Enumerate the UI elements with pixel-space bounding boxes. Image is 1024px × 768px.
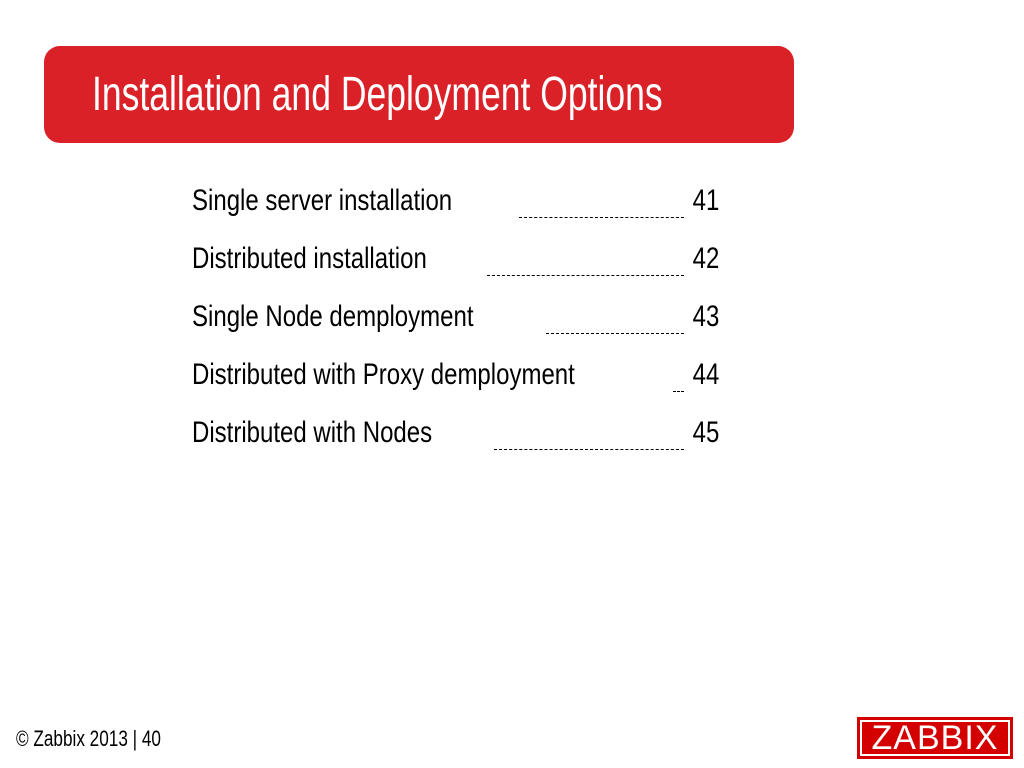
toc-entry-label: Distributed with Nodes xyxy=(192,416,433,449)
table-of-contents: Single server installation 41 Distribute… xyxy=(192,166,719,456)
logo-border xyxy=(860,720,1010,756)
toc-leader-dots xyxy=(487,274,684,276)
toc-leader-dots xyxy=(672,390,684,392)
title-banner: Installation and Deployment Options xyxy=(44,46,794,143)
toc-leader-dots xyxy=(545,332,684,334)
toc-page-number: 44 xyxy=(692,358,719,391)
toc-entry-label: Distributed with Proxy demployment xyxy=(192,358,575,391)
toc-page-number: 41 xyxy=(692,184,719,217)
toc-page-number: 42 xyxy=(692,242,719,275)
toc-entry[interactable]: Distributed with Nodes 45 xyxy=(192,398,719,456)
logo-text: ZABBIX xyxy=(871,719,999,757)
toc-entry-label: Single server installation xyxy=(192,184,453,217)
zabbix-logo: ZABBIX xyxy=(857,717,1013,759)
footer-copyright: © Zabbix 2013 | 40 xyxy=(16,726,161,751)
toc-entry-label: Distributed installation xyxy=(192,242,427,275)
toc-leader-dots xyxy=(494,448,684,450)
toc-page-number: 43 xyxy=(692,300,719,333)
toc-page-number: 45 xyxy=(692,416,719,449)
toc-entry[interactable]: Distributed with Proxy demployment 44 xyxy=(192,340,719,398)
toc-entry[interactable]: Distributed installation 42 xyxy=(192,224,719,282)
toc-entry[interactable]: Single Node demployment 43 xyxy=(192,282,719,340)
slide-title: Installation and Deployment Options xyxy=(92,68,663,121)
toc-entry[interactable]: Single server installation 41 xyxy=(192,166,719,224)
toc-leader-dots xyxy=(519,216,684,218)
toc-entry-label: Single Node demployment xyxy=(192,300,474,333)
